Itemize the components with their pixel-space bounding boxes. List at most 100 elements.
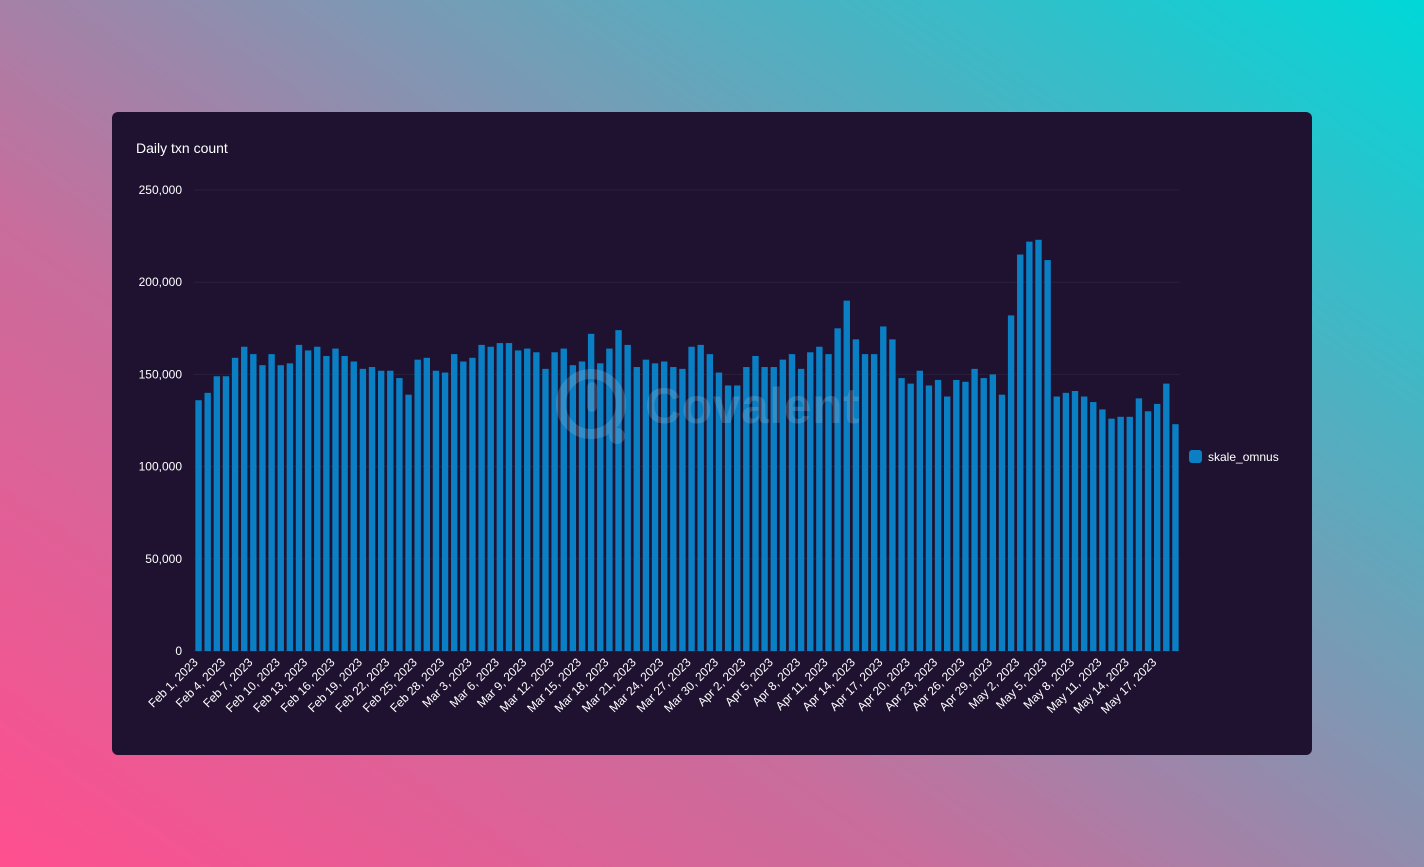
bar[interactable] <box>359 368 367 651</box>
bar[interactable] <box>624 344 631 651</box>
bar[interactable] <box>1053 396 1060 651</box>
bar[interactable] <box>807 352 814 651</box>
bar[interactable] <box>779 359 787 651</box>
bar[interactable] <box>405 394 412 651</box>
bar[interactable] <box>743 367 750 651</box>
bar[interactable] <box>889 339 896 651</box>
bar[interactable] <box>569 365 577 651</box>
bar[interactable] <box>441 372 449 651</box>
bar[interactable] <box>213 376 221 651</box>
bar[interactable] <box>998 394 1006 651</box>
bar[interactable] <box>1035 239 1042 651</box>
bar[interactable] <box>277 365 284 651</box>
bar[interactable] <box>989 374 997 651</box>
bar[interactable] <box>469 357 476 651</box>
bar[interactable] <box>1017 254 1024 652</box>
bar[interactable] <box>724 385 732 651</box>
bar[interactable] <box>852 339 860 651</box>
legend-swatch[interactable] <box>1189 450 1202 463</box>
bar[interactable] <box>761 367 768 651</box>
bar[interactable] <box>259 365 266 651</box>
bar[interactable] <box>578 361 586 651</box>
bar[interactable] <box>314 346 321 651</box>
legend[interactable]: skale_omnus <box>1189 450 1279 464</box>
bar[interactable] <box>496 343 504 651</box>
bar[interactable] <box>834 328 841 651</box>
bar[interactable] <box>943 396 951 651</box>
bar[interactable] <box>615 330 622 651</box>
bar[interactable] <box>533 352 540 651</box>
bar[interactable] <box>1071 390 1079 651</box>
bar[interactable] <box>1099 409 1106 651</box>
bar[interactable] <box>1135 398 1143 651</box>
bar[interactable] <box>387 370 394 651</box>
bar[interactable] <box>934 379 942 651</box>
bar[interactable] <box>953 379 960 651</box>
bar[interactable] <box>204 392 211 651</box>
bar[interactable] <box>1080 396 1088 651</box>
bar[interactable] <box>1163 383 1170 651</box>
bar[interactable] <box>341 355 348 651</box>
legend-label[interactable]: skale_omnus <box>1208 450 1279 464</box>
bar[interactable] <box>1117 416 1124 651</box>
bar[interactable] <box>423 357 431 651</box>
bar[interactable] <box>651 363 659 651</box>
bar[interactable] <box>542 368 549 651</box>
bar[interactable] <box>332 348 339 651</box>
bar[interactable] <box>1126 416 1133 651</box>
bar[interactable] <box>450 354 458 651</box>
bar[interactable] <box>770 367 777 651</box>
bar[interactable] <box>870 354 878 651</box>
bar[interactable] <box>505 343 513 651</box>
bar[interactable] <box>460 361 467 651</box>
bar[interactable] <box>396 378 403 651</box>
bar[interactable] <box>524 348 531 651</box>
bar[interactable] <box>478 344 485 651</box>
bar[interactable] <box>1007 315 1015 651</box>
bar[interactable] <box>916 370 924 651</box>
bar[interactable] <box>788 354 796 651</box>
bar[interactable] <box>377 370 385 651</box>
bar[interactable] <box>231 357 239 651</box>
bar[interactable] <box>414 359 421 651</box>
bar[interactable] <box>679 368 686 651</box>
bar[interactable] <box>843 300 850 651</box>
bar[interactable] <box>250 354 257 651</box>
bar[interactable] <box>587 333 595 651</box>
bar[interactable] <box>487 346 494 651</box>
bar[interactable] <box>222 376 230 651</box>
bar[interactable] <box>1090 402 1097 651</box>
bar[interactable] <box>670 367 677 651</box>
bar[interactable] <box>642 359 650 651</box>
bar[interactable] <box>304 350 312 651</box>
bar[interactable] <box>898 378 905 651</box>
bar[interactable] <box>1172 424 1179 651</box>
bar[interactable] <box>734 385 741 651</box>
bar[interactable] <box>1153 403 1161 651</box>
bar[interactable] <box>925 385 933 651</box>
bar[interactable] <box>560 348 567 651</box>
bar[interactable] <box>268 354 275 651</box>
bar[interactable] <box>286 363 294 651</box>
bar[interactable] <box>514 350 522 651</box>
bar[interactable] <box>323 355 330 651</box>
bar[interactable] <box>971 368 978 651</box>
bar[interactable] <box>980 378 987 651</box>
bar[interactable] <box>1044 260 1051 651</box>
bar[interactable] <box>195 400 202 651</box>
bar[interactable] <box>1144 411 1152 651</box>
bar[interactable] <box>962 381 969 651</box>
bar[interactable] <box>432 370 440 651</box>
bars[interactable] <box>195 239 1179 652</box>
bar[interactable] <box>825 354 832 651</box>
bar[interactable] <box>816 346 823 651</box>
bar[interactable] <box>907 383 914 651</box>
bar[interactable] <box>1062 392 1070 651</box>
bar[interactable] <box>706 354 714 651</box>
bar[interactable] <box>688 346 695 651</box>
bar[interactable] <box>752 355 759 651</box>
bar[interactable] <box>715 372 723 651</box>
bar[interactable] <box>633 367 640 651</box>
bar[interactable] <box>597 363 604 651</box>
bar[interactable] <box>350 361 357 651</box>
